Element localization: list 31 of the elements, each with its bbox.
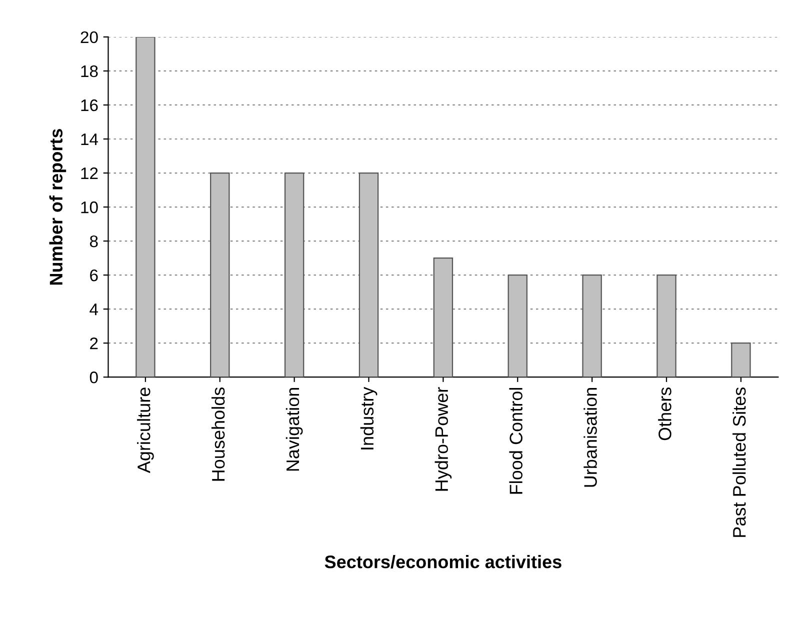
x-tick-label: Hydro-Power bbox=[434, 387, 452, 491]
y-tick-label: 20 bbox=[80, 31, 98, 44]
x-tick-label: Flood Control bbox=[509, 388, 522, 494]
bar bbox=[136, 36, 156, 378]
y-axis-title: Number of reports bbox=[49, 129, 66, 285]
x-tick-label: Others bbox=[658, 387, 672, 440]
y-tick-label: 16 bbox=[81, 99, 98, 112]
bar bbox=[582, 274, 602, 378]
bar bbox=[656, 274, 676, 378]
bar bbox=[358, 172, 379, 378]
y-tick-label: 14 bbox=[81, 134, 98, 146]
y-tick-label: 18 bbox=[81, 65, 98, 78]
x-tick-label: Industry bbox=[360, 386, 378, 450]
x-tick-label: Households bbox=[211, 387, 225, 481]
x-tick-label: Navigation bbox=[286, 388, 303, 471]
x-tick-label: Urbanisation bbox=[584, 388, 597, 487]
x-tick-label: Past Polluted Sites bbox=[732, 387, 746, 537]
bar bbox=[508, 274, 528, 378]
bar bbox=[284, 172, 304, 378]
y-tick-label: 4 bbox=[90, 304, 98, 316]
y-tick-label: 2 bbox=[90, 337, 98, 350]
y-tick-label: 0 bbox=[90, 372, 98, 384]
x-axis-title: Sectors/economic activities bbox=[324, 555, 562, 568]
x-tick-label: Agriculture bbox=[137, 388, 154, 474]
y-tick-label: 12 bbox=[81, 167, 98, 180]
bar bbox=[731, 342, 751, 378]
bar bbox=[433, 257, 454, 378]
y-tick-label: 6 bbox=[90, 269, 98, 282]
bar bbox=[210, 172, 230, 378]
y-tick-label: 8 bbox=[90, 235, 98, 248]
y-tick-label: 10 bbox=[81, 201, 98, 214]
